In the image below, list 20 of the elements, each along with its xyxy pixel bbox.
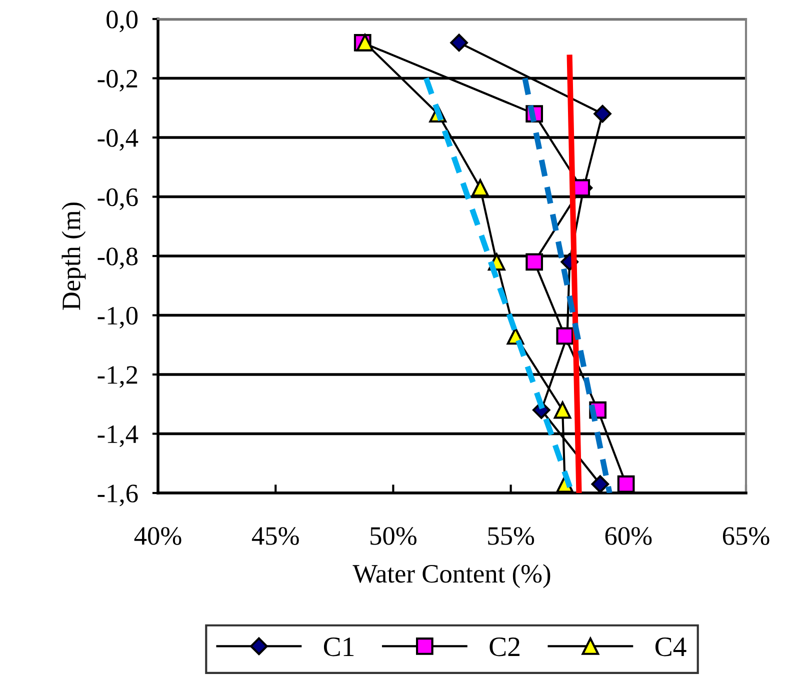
y-tick-label: -1,0 xyxy=(98,306,138,328)
y-tick-label: -1,2 xyxy=(98,366,138,388)
y-tick-label: -0,2 xyxy=(98,70,138,92)
x-tick-label: 40% xyxy=(134,527,182,545)
legend-label: C2 xyxy=(490,638,520,656)
y-tick-label: -0,4 xyxy=(98,129,138,151)
x-tick-label: 45% xyxy=(252,527,299,545)
y-tick-label: 0,0 xyxy=(106,10,138,32)
x-tick-label: 55% xyxy=(488,527,534,545)
y-axis-title: Depth (m) xyxy=(62,202,86,310)
x-tick-label: 65% xyxy=(722,527,770,545)
legend-label: C4 xyxy=(655,638,686,656)
y-tick-label: -0,8 xyxy=(98,248,138,270)
x-tick-label: 50% xyxy=(370,527,416,545)
x-tick-label: 60% xyxy=(605,527,652,545)
legend-label: C1 xyxy=(324,638,354,656)
y-tick-label: -1,6 xyxy=(98,484,138,506)
x-axis-title: Water Content (%) xyxy=(352,564,550,588)
y-tick-label: -1,4 xyxy=(98,425,138,447)
y-tick-label: -0,6 xyxy=(98,188,138,210)
